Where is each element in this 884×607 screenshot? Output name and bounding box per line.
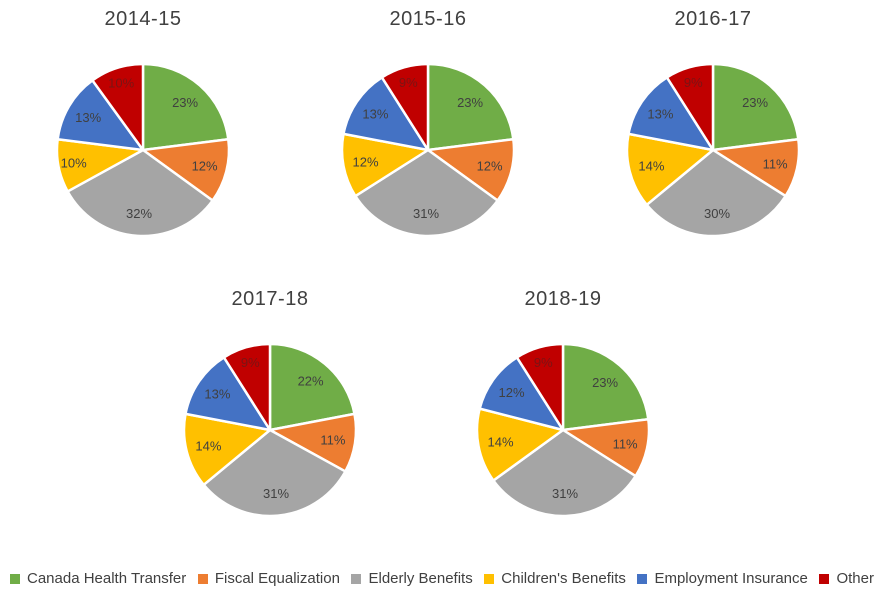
pie-data-label-employment-insurance: 13% bbox=[204, 387, 230, 402]
pie-2015-16: 23% 12% 31% 12% 13% 9% bbox=[340, 62, 516, 238]
pie-data-label-other: 9% bbox=[534, 355, 553, 370]
pie-data-label-other: 10% bbox=[108, 75, 134, 90]
pie-data-label-employment-insurance: 13% bbox=[75, 110, 101, 125]
legend-swatch-icon bbox=[819, 573, 830, 584]
pie-slice-elderly-benefits bbox=[66, 148, 214, 238]
pie-data-label-elderly-benefits: 30% bbox=[704, 206, 730, 221]
pie-2018-19: 23% 11% 31% 14% 12% 9% bbox=[475, 342, 651, 518]
pie-slice-children-s-benefits bbox=[625, 132, 715, 207]
chart-title: 2015-16 bbox=[389, 8, 467, 30]
chart-legend: Canada Health Transfer Fiscal Equalizati… bbox=[0, 570, 884, 587]
pie-slice-other bbox=[222, 342, 272, 432]
legend-label: Canada Health Transfer bbox=[27, 570, 187, 587]
pie-data-label-elderly-benefits: 31% bbox=[552, 486, 578, 501]
pie-slice-canada-health-transfer bbox=[711, 62, 800, 152]
pie-slice-canada-health-transfer bbox=[561, 342, 650, 432]
pie-slice-employment-insurance bbox=[627, 76, 715, 152]
pie-data-label-elderly-benefits: 32% bbox=[126, 206, 152, 221]
pie-chart-2017-18: 2017-18 22% 11% 31% 14% 13% 9% bbox=[170, 286, 370, 520]
legend-item-employment-insurance: Employment Insurance bbox=[637, 570, 808, 587]
legend-swatch-icon bbox=[637, 573, 648, 584]
pie-data-label-canada-health-transfer: 23% bbox=[592, 375, 618, 390]
pie-data-label-other: 9% bbox=[241, 355, 260, 370]
pie-slice-fiscal-equalization bbox=[141, 137, 231, 202]
legend-swatch-icon bbox=[351, 573, 362, 584]
legend-item-canada-health-transfer: Canada Health Transfer bbox=[10, 570, 186, 587]
pie-slice-canada-health-transfer bbox=[426, 62, 515, 152]
chart-title: 2014-15 bbox=[104, 8, 182, 30]
legend-label: Children's Benefits bbox=[501, 570, 626, 587]
pie-slice-employment-insurance bbox=[184, 356, 272, 432]
pie-data-label-canada-health-transfer: 23% bbox=[172, 95, 198, 110]
pie-slice-other bbox=[91, 62, 145, 152]
legend-label: Fiscal Equalization bbox=[214, 570, 340, 587]
pie-slice-children-s-benefits bbox=[475, 407, 565, 482]
legend-label: Employment Insurance bbox=[654, 570, 808, 587]
pie-slice-elderly-benefits bbox=[354, 148, 499, 238]
pie-slice-fiscal-equalization bbox=[426, 137, 516, 202]
pie-slice-elderly-benefits bbox=[645, 148, 787, 238]
chart-title: 2018-19 bbox=[524, 288, 602, 310]
chart-title: 2017-18 bbox=[231, 288, 309, 310]
pie-data-label-fiscal-equalization: 11% bbox=[613, 436, 638, 451]
legend-item-childrens-benefits: Children's Benefits bbox=[484, 570, 626, 587]
pie-2014-15: 23% 12% 32% 10% 13% 10% bbox=[55, 62, 231, 238]
legend-label: Other bbox=[836, 570, 874, 587]
pie-slice-other bbox=[380, 62, 430, 152]
pie-2017-18: 22% 11% 31% 14% 13% 9% bbox=[182, 342, 358, 518]
pie-data-label-children-s-benefits: 12% bbox=[352, 154, 378, 169]
pie-data-label-elderly-benefits: 31% bbox=[263, 486, 289, 501]
pie-data-label-fiscal-equalization: 11% bbox=[320, 433, 345, 448]
pie-slice-children-s-benefits bbox=[340, 132, 430, 198]
pie-chart-2014-15: 2014-15 23% 12% 32% 10% 13% 10% bbox=[43, 6, 243, 240]
pie-slice-employment-insurance bbox=[478, 356, 565, 432]
pie-slice-canada-health-transfer bbox=[141, 62, 230, 152]
pie-data-label-elderly-benefits: 31% bbox=[413, 206, 439, 221]
pie-data-label-children-s-benefits: 14% bbox=[487, 434, 513, 449]
pie-data-label-employment-insurance: 13% bbox=[647, 107, 673, 122]
pie-data-label-children-s-benefits: 10% bbox=[61, 156, 87, 171]
legend-item-fiscal-equalization: Fiscal Equalization bbox=[197, 570, 340, 587]
pie-slice-elderly-benefits bbox=[492, 428, 637, 518]
pie-data-label-canada-health-transfer: 22% bbox=[298, 374, 324, 389]
pie-slice-employment-insurance bbox=[56, 79, 145, 152]
pie-slice-children-s-benefits bbox=[182, 412, 272, 487]
pie-chart-2016-17: 2016-17 23% 11% 30% 14% 13% 9% bbox=[613, 6, 813, 240]
pie-slice-other bbox=[665, 62, 715, 152]
pie-data-label-other: 9% bbox=[684, 75, 703, 90]
pie-data-label-other: 9% bbox=[399, 75, 418, 90]
pie-data-label-fiscal-equalization: 12% bbox=[477, 158, 503, 173]
chart-title: 2016-17 bbox=[674, 8, 752, 30]
pie-slice-other bbox=[515, 342, 565, 432]
pie-chart-2018-19: 2018-19 23% 11% 31% 14% 12% 9% bbox=[463, 286, 663, 520]
pie-slice-elderly-benefits bbox=[202, 428, 347, 518]
legend-swatch-icon bbox=[484, 573, 495, 584]
legend-label: Elderly Benefits bbox=[368, 570, 473, 587]
pie-data-label-children-s-benefits: 14% bbox=[195, 438, 221, 453]
legend-swatch-icon bbox=[10, 573, 20, 584]
pie-data-label-children-s-benefits: 14% bbox=[638, 158, 664, 173]
pie-data-label-employment-insurance: 13% bbox=[362, 107, 388, 122]
pie-data-label-fiscal-equalization: 12% bbox=[192, 158, 218, 173]
pie-chart-2015-16: 2015-16 23% 12% 31% 12% 13% 9% bbox=[328, 6, 528, 240]
pie-slice-canada-health-transfer bbox=[268, 342, 356, 432]
pie-slice-employment-insurance bbox=[342, 76, 430, 152]
pie-2016-17: 23% 11% 30% 14% 13% 9% bbox=[625, 62, 801, 238]
legend-item-other: Other bbox=[819, 570, 874, 587]
pie-data-label-employment-insurance: 12% bbox=[498, 385, 524, 400]
legend-swatch-icon bbox=[197, 573, 208, 584]
legend-item-elderly-benefits: Elderly Benefits bbox=[351, 570, 473, 587]
pie-data-label-canada-health-transfer: 23% bbox=[742, 95, 768, 110]
pie-data-label-fiscal-equalization: 11% bbox=[763, 156, 788, 171]
pie-data-label-canada-health-transfer: 23% bbox=[457, 95, 483, 110]
